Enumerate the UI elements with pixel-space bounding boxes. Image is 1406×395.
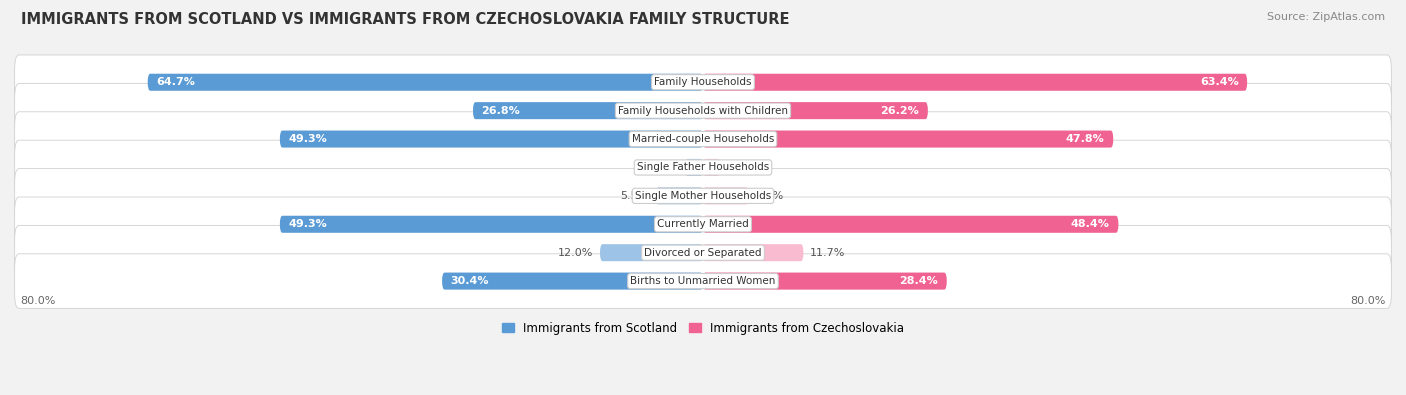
- FancyBboxPatch shape: [703, 216, 1118, 233]
- FancyBboxPatch shape: [472, 102, 703, 119]
- FancyBboxPatch shape: [600, 244, 703, 261]
- Text: Single Father Households: Single Father Households: [637, 162, 769, 173]
- FancyBboxPatch shape: [14, 254, 1392, 308]
- Text: 28.4%: 28.4%: [900, 276, 938, 286]
- Text: 48.4%: 48.4%: [1071, 219, 1109, 229]
- Text: 2.0%: 2.0%: [727, 162, 755, 173]
- Text: Married-couple Households: Married-couple Households: [631, 134, 775, 144]
- FancyBboxPatch shape: [703, 102, 928, 119]
- FancyBboxPatch shape: [14, 169, 1392, 223]
- FancyBboxPatch shape: [14, 226, 1392, 280]
- Text: Family Households: Family Households: [654, 77, 752, 87]
- FancyBboxPatch shape: [14, 83, 1392, 138]
- FancyBboxPatch shape: [14, 197, 1392, 252]
- FancyBboxPatch shape: [441, 273, 703, 290]
- Text: 80.0%: 80.0%: [1350, 296, 1385, 306]
- FancyBboxPatch shape: [703, 130, 1114, 148]
- Text: 5.3%: 5.3%: [755, 191, 783, 201]
- FancyBboxPatch shape: [655, 187, 703, 204]
- Text: Single Mother Households: Single Mother Households: [636, 191, 770, 201]
- FancyBboxPatch shape: [14, 112, 1392, 166]
- Text: 49.3%: 49.3%: [288, 219, 328, 229]
- FancyBboxPatch shape: [14, 140, 1392, 195]
- FancyBboxPatch shape: [703, 244, 803, 261]
- Text: 64.7%: 64.7%: [156, 77, 195, 87]
- Text: Births to Unmarried Women: Births to Unmarried Women: [630, 276, 776, 286]
- Text: 47.8%: 47.8%: [1066, 134, 1105, 144]
- Text: 49.3%: 49.3%: [288, 134, 328, 144]
- Text: Currently Married: Currently Married: [657, 219, 749, 229]
- FancyBboxPatch shape: [703, 273, 946, 290]
- Text: IMMIGRANTS FROM SCOTLAND VS IMMIGRANTS FROM CZECHOSLOVAKIA FAMILY STRUCTURE: IMMIGRANTS FROM SCOTLAND VS IMMIGRANTS F…: [21, 12, 790, 27]
- Text: 80.0%: 80.0%: [21, 296, 56, 306]
- Text: 5.5%: 5.5%: [620, 191, 650, 201]
- Text: 2.1%: 2.1%: [650, 162, 678, 173]
- Text: Family Households with Children: Family Households with Children: [619, 105, 787, 116]
- Text: 63.4%: 63.4%: [1199, 77, 1239, 87]
- Text: 11.7%: 11.7%: [810, 248, 845, 258]
- Text: 26.8%: 26.8%: [482, 105, 520, 116]
- Text: Source: ZipAtlas.com: Source: ZipAtlas.com: [1267, 12, 1385, 22]
- FancyBboxPatch shape: [14, 55, 1392, 109]
- Text: Divorced or Separated: Divorced or Separated: [644, 248, 762, 258]
- FancyBboxPatch shape: [685, 159, 703, 176]
- FancyBboxPatch shape: [703, 74, 1247, 91]
- Text: 26.2%: 26.2%: [880, 105, 920, 116]
- FancyBboxPatch shape: [703, 187, 748, 204]
- Text: 12.0%: 12.0%: [558, 248, 593, 258]
- FancyBboxPatch shape: [148, 74, 703, 91]
- Text: 30.4%: 30.4%: [451, 276, 489, 286]
- Legend: Immigrants from Scotland, Immigrants from Czechoslovakia: Immigrants from Scotland, Immigrants fro…: [498, 317, 908, 339]
- FancyBboxPatch shape: [703, 159, 720, 176]
- FancyBboxPatch shape: [280, 216, 703, 233]
- FancyBboxPatch shape: [280, 130, 703, 148]
